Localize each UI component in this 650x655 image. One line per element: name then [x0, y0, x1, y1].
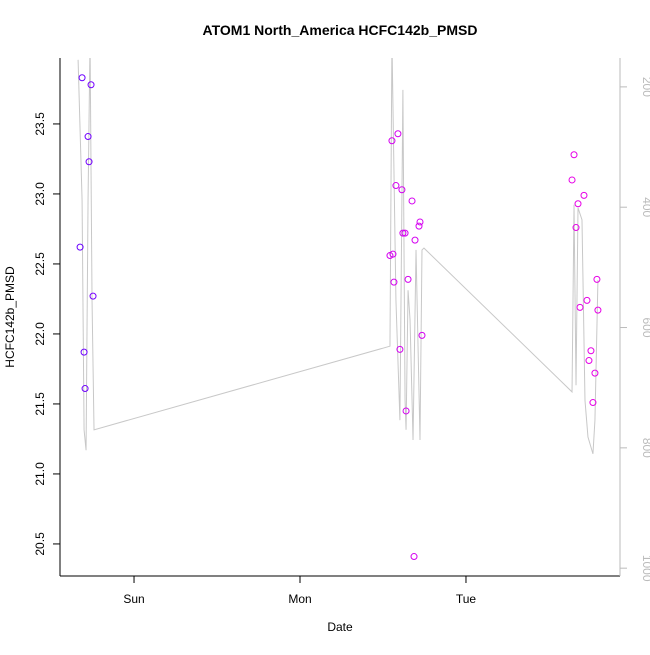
y-tick-label: 23.5: [33, 112, 47, 136]
scatter-point: [87, 81, 95, 89]
scatter-point: [593, 275, 601, 283]
scatter-point: [396, 345, 404, 353]
scatter-point: [410, 553, 418, 561]
y-tick-label: 21.5: [33, 392, 47, 416]
plot-area: [76, 58, 602, 561]
series-line: [77, 58, 599, 455]
scatter-point: [76, 243, 84, 251]
scatter-point: [576, 303, 584, 311]
scatter-point: [587, 347, 595, 355]
scatter-point: [591, 369, 599, 377]
scatter-point: [401, 229, 409, 237]
scatter-point: [85, 158, 93, 166]
scatter-point: [392, 182, 400, 190]
scatter-point: [574, 200, 582, 208]
scatter-point: [404, 275, 412, 283]
scatter-point: [570, 151, 578, 159]
scatter-point: [585, 357, 593, 365]
scatter-point: [89, 292, 97, 300]
y-tick-label: 20.5: [33, 532, 47, 556]
scatter-point: [568, 176, 576, 184]
y-tick-label: 22.0: [33, 322, 47, 346]
scatter-point: [580, 191, 588, 199]
scatter-point: [411, 236, 419, 244]
scatter-point: [398, 186, 406, 194]
scatter-point: [389, 250, 397, 258]
scatter-point: [81, 385, 89, 393]
y2-tick-label: 600: [640, 318, 650, 338]
scatter-point: [572, 224, 580, 232]
y2-tick-label: 1000: [640, 555, 650, 582]
scatter-point: [390, 278, 398, 286]
scatter-point: [399, 229, 407, 237]
y-tick-label: 21.0: [33, 462, 47, 486]
y2-tick-label: 200: [640, 77, 650, 97]
x-tick-label: Sun: [123, 592, 144, 606]
scatter-point: [402, 407, 410, 415]
scatter-point: [583, 296, 591, 304]
y-tick-label: 23.0: [33, 182, 47, 206]
y2-tick-label: 400: [640, 197, 650, 217]
scatter-point: [78, 74, 86, 82]
scatter-point: [415, 222, 423, 230]
x-tick-label: Mon: [288, 592, 311, 606]
scatter-point: [418, 331, 426, 339]
scatter-point: [84, 133, 92, 141]
scatter-point: [408, 197, 416, 205]
chart-title: ATOM1 North_America HCFC142b_PMSD: [203, 22, 478, 38]
scatter-point: [388, 137, 396, 145]
scatter-point: [394, 130, 402, 138]
y-axis-label: HCFC142b_PMSD: [3, 266, 17, 368]
y-tick-label: 22.5: [33, 252, 47, 276]
scatter-point: [80, 348, 88, 356]
x-tick-label: Tue: [456, 592, 477, 606]
x-axis-label: Date: [327, 620, 353, 634]
scatter-point: [594, 306, 602, 314]
y2-tick-label: 800: [640, 438, 650, 458]
scatter-point: [416, 218, 424, 226]
scatter-point: [589, 399, 597, 407]
